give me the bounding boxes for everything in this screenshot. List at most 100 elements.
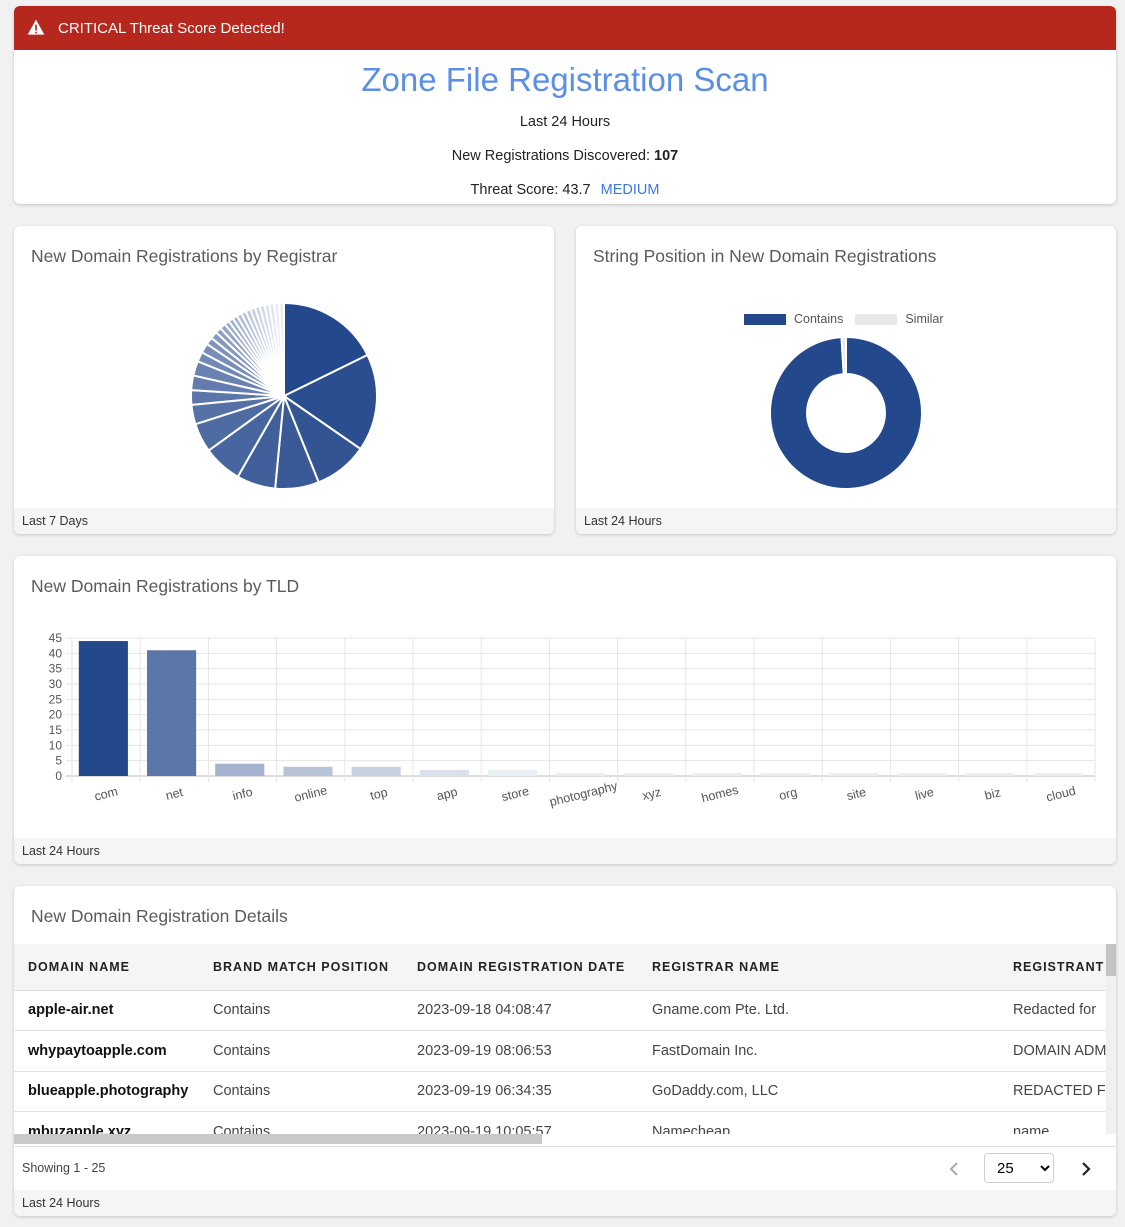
bar-store[interactable] [488,769,538,776]
bar-top[interactable] [351,766,401,776]
page-title: Zone File Registration Scan [361,61,769,98]
period-text: Last 24 Hours [519,114,611,130]
registrar-chart-card: New Domain Registrations by Registrar La… [14,226,554,534]
critical-alert-banner: CRITICAL Threat Score Detected! [14,6,1116,50]
registrar-chart-footer: Last 7 Days [14,508,554,534]
doughnut-slice-similar[interactable] [840,335,847,376]
vertical-scroll-thumb[interactable] [1106,944,1116,976]
cell-domain: mbuzapple.xyz [14,1111,199,1134]
position-chart-card: String Position in New Domain Registrati… [576,226,1116,534]
chevron-left-icon[interactable] [944,1157,964,1181]
bar-info[interactable] [215,763,265,776]
y-tick-label: 35 [49,662,63,676]
bar-xyz[interactable] [624,772,674,776]
bar-net[interactable] [147,650,197,776]
x-tick-label: top [369,785,389,803]
col-domain-name[interactable]: DOMAIN NAME [14,944,199,991]
bar-biz[interactable] [965,772,1015,776]
cell-registrar: FastDomain Inc. [638,1030,999,1072]
cell-date: 2023-09-19 08:06:53 [403,1030,638,1072]
doughnut-slice-contains[interactable] [769,335,923,490]
col-registrant[interactable]: REGISTRANT [999,944,1106,991]
y-tick-label: 25 [49,692,63,706]
details-table: DOMAIN NAME BRAND MATCH POSITION DOMAIN … [14,944,1106,1134]
cell-position: Contains [199,1111,403,1134]
col-registrar-name[interactable]: REGISTRAR NAME [638,944,999,991]
y-tick-label: 0 [55,769,62,783]
legend-swatch-contains [744,313,786,325]
pie-slice[interactable] [282,353,378,451]
table-row[interactable]: whypaytoapple.com Contains 2023-09-19 08… [14,1030,1106,1072]
table-row[interactable]: blueapple.photography Contains 2023-09-1… [14,1071,1106,1112]
bar-site[interactable] [829,772,879,776]
bar-org[interactable] [760,772,810,776]
table-horizontal-scrollbar[interactable] [14,1134,542,1144]
cell-position: Contains [199,1030,403,1072]
y-tick-label: 5 [55,754,62,768]
alert-text: CRITICAL Threat Score Detected! [58,19,285,37]
chevron-right-icon[interactable] [1076,1157,1096,1181]
x-tick-label: xyz [641,785,663,803]
position-chart-footer: Last 24 Hours [576,508,1116,534]
summary-card: CRITICAL Threat Score Detected! Zone Fil… [14,6,1116,204]
x-tick-label: biz [983,785,1002,802]
registrations-value: 107 [654,148,679,164]
details-table-scroll[interactable]: DOMAIN NAME BRAND MATCH POSITION DOMAIN … [14,944,1106,1134]
y-tick-label: 40 [49,646,63,660]
details-title: New Domain Registration Details [31,906,288,926]
cell-position: Contains [199,1071,403,1112]
col-brand-match[interactable]: BRAND MATCH POSITION [199,944,403,991]
bar-cloud[interactable] [1033,772,1083,776]
position-chart-title: String Position in New Domain Registrati… [593,246,937,266]
pie-slice[interactable] [278,301,285,397]
cell-domain: apple-air.net [14,990,199,1031]
bar-online[interactable] [283,766,333,776]
bar-app[interactable] [419,769,469,776]
bar-homes[interactable] [692,772,742,776]
legend-swatch-similar [855,313,898,325]
x-tick-label: online [293,783,329,805]
cell-domain: whypaytoapple.com [14,1030,199,1072]
y-tick-label: 30 [49,677,63,691]
y-tick-label: 10 [49,738,63,752]
table-row[interactable]: apple-air.net Contains 2023-09-18 04:08:… [14,990,1106,1031]
legend-label-contains: Contains [794,312,844,326]
bar-com[interactable] [78,641,128,776]
cell-registrar: Gname.com Pte. Ltd. [638,990,999,1031]
cell-date: 2023-09-19 06:34:35 [403,1071,638,1112]
tld-chart-footer: Last 24 Hours [14,838,1116,864]
cell-position: Contains [199,990,403,1031]
table-row[interactable]: mbuzapple.xyz Contains 2023-09-19 10:05:… [14,1111,1106,1134]
legend-item-similar[interactable]: Similar [855,312,944,326]
cell-registrant: REDACTED FO [999,1071,1106,1112]
x-tick-label: com [93,784,119,803]
table-header-row: DOMAIN NAME BRAND MATCH POSITION DOMAIN … [14,944,1106,991]
cell-registrant: DOMAIN ADM [999,1030,1106,1072]
showing-count: Showing 1 - 25 [22,1161,106,1175]
col-registration-date[interactable]: DOMAIN REGISTRATION DATE [403,944,638,991]
y-tick-label: 20 [49,708,63,722]
page-size-select[interactable]: 25 [984,1153,1054,1183]
bar-photography[interactable] [556,772,606,776]
threat-level-badge: MEDIUM [600,182,660,198]
x-tick-label: net [164,785,185,803]
registrar-chart-title: New Domain Registrations by Registrar [31,246,338,266]
legend-item-contains[interactable]: Contains [744,312,843,326]
x-tick-label: cloud [1045,784,1077,805]
threat-line: Threat Score: 43.7 MEDIUM [14,182,1116,198]
table-pagination: Showing 1 - 25 25 [14,1146,1116,1190]
registrations-label: New Registrations Discovered: [451,148,650,164]
cell-registrant: Redacted for [999,990,1106,1031]
table-vertical-scrollbar[interactable] [1106,944,1116,1134]
cell-date: 2023-09-18 04:08:47 [403,990,638,1031]
cell-registrar: Namecheap [638,1111,999,1134]
position-legend: Contains Similar [744,312,956,326]
x-tick-label: live [914,785,936,803]
x-tick-label: photography [548,779,620,810]
pie-slice[interactable] [283,301,369,398]
x-tick-label: app [435,785,459,804]
bar-live[interactable] [897,772,947,776]
details-footer: Last 24 Hours [14,1190,1116,1216]
position-doughnut-chart [769,335,923,490]
